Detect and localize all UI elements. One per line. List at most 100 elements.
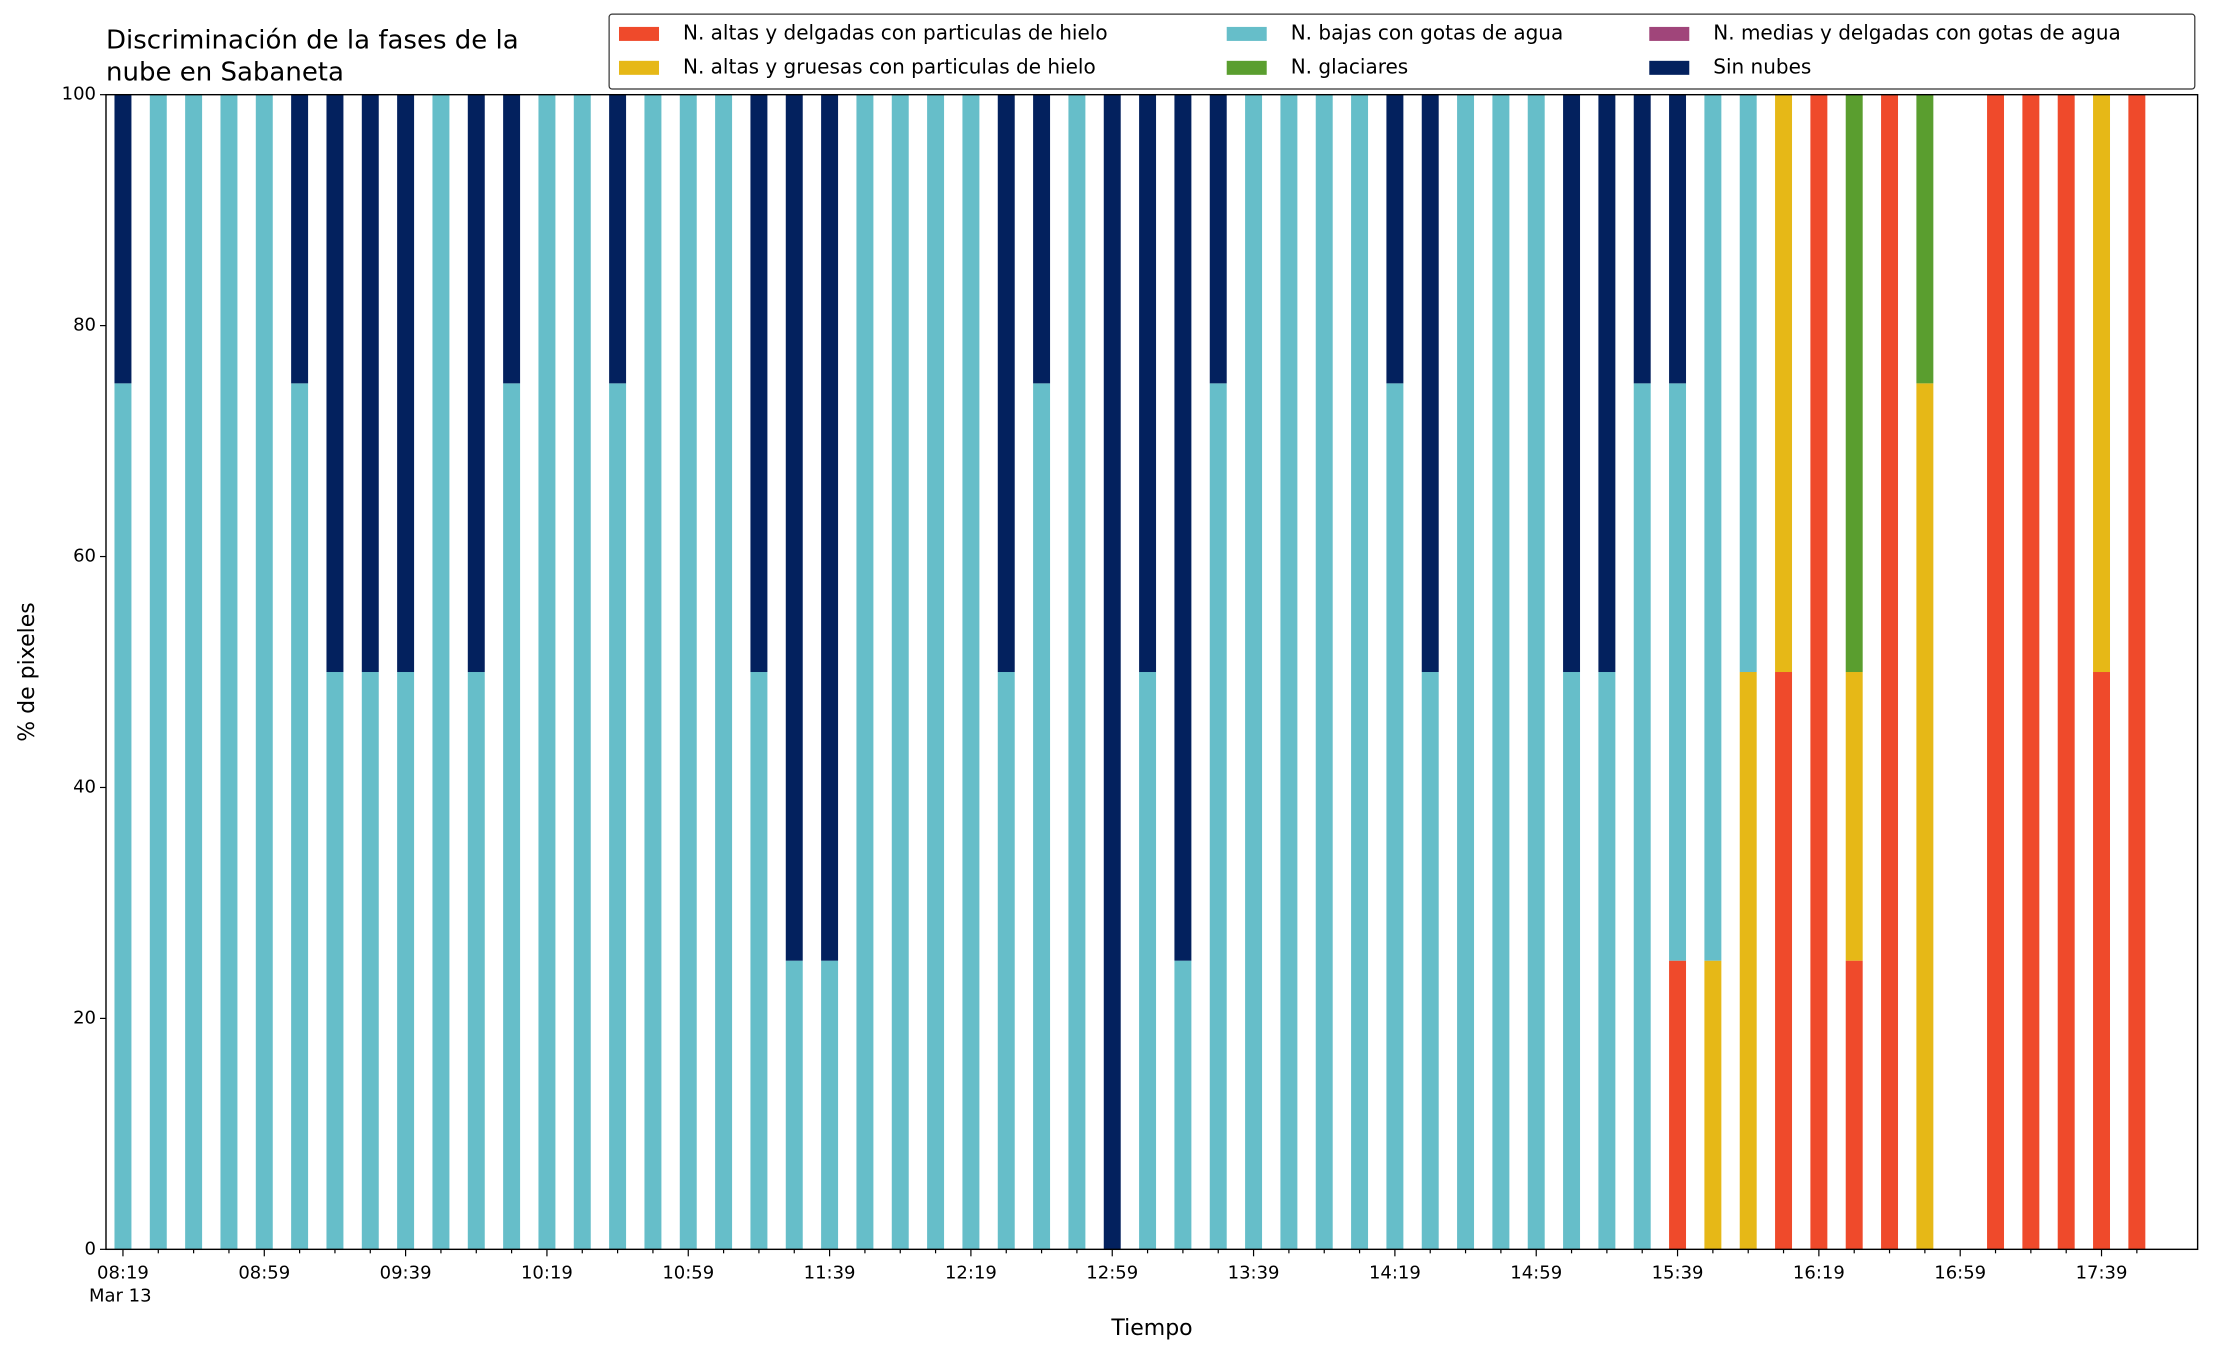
bar-segment xyxy=(1881,94,1899,1250)
legend-swatch xyxy=(1226,26,1267,41)
x-tick-label: 14:19 xyxy=(1369,1262,1421,1283)
bar-segment xyxy=(1351,94,1369,1250)
x-tick-label: 10:19 xyxy=(521,1262,573,1283)
bar-segment xyxy=(1633,94,1651,384)
bar-segment xyxy=(467,94,485,673)
plot-frame xyxy=(105,93,2199,1251)
x-tick-label: 08:19 xyxy=(97,1262,149,1283)
y-tick-label: 80 xyxy=(73,315,96,336)
bar-segment xyxy=(1845,672,1863,961)
bar-segment xyxy=(644,94,662,1250)
bar-segment xyxy=(2093,94,2111,673)
bar-segment xyxy=(1704,94,1722,961)
x-tick-label: 12:59 xyxy=(1086,1262,1138,1283)
y-tick-label: 0 xyxy=(85,1238,96,1259)
bar-segment xyxy=(785,94,803,961)
bar-segment xyxy=(573,94,591,1250)
x-tick-label: 11:39 xyxy=(804,1262,856,1283)
bar-segment xyxy=(1633,383,1651,1250)
legend-swatch xyxy=(1226,60,1267,75)
bar-segment xyxy=(1775,672,1793,1250)
bar-segment xyxy=(1315,94,1333,1250)
bar-segment xyxy=(1139,672,1157,1250)
chart-title: Discriminación de la fases de la xyxy=(106,26,519,56)
bar-segment xyxy=(1068,94,1086,1250)
x-tick-label: 13:39 xyxy=(1228,1262,1280,1283)
bar-segment xyxy=(114,383,132,1250)
x-tick-label: 08:59 xyxy=(238,1262,290,1283)
y-tick-label: 60 xyxy=(73,546,96,567)
legend-label: N. altas y delgadas con particulas de hi… xyxy=(683,20,1108,44)
x-tick-label: 16:19 xyxy=(1793,1262,1845,1283)
legend-swatch xyxy=(619,60,660,75)
bar-segment xyxy=(149,94,167,1250)
chart-title: nube en Sabaneta xyxy=(106,58,344,88)
legend-box xyxy=(608,13,2196,90)
bar-segment xyxy=(1810,94,1828,1250)
legend-label: Sin nubes xyxy=(1713,54,1811,78)
bar-segment xyxy=(1598,672,1616,1250)
bar-segment xyxy=(821,960,839,1250)
bar-segment xyxy=(1704,960,1722,1250)
bar-segment xyxy=(1916,94,1934,384)
bar-segment xyxy=(2022,94,2040,1250)
bar-segment xyxy=(1598,94,1616,673)
bar-segment xyxy=(1421,94,1439,673)
bar-segment xyxy=(750,94,768,673)
bar-segment xyxy=(2057,94,2075,1250)
x-tick-label: 16:59 xyxy=(1934,1262,1986,1283)
bar-segment xyxy=(503,94,521,384)
bar-segment xyxy=(361,94,379,673)
bar-segment xyxy=(1033,383,1051,1250)
y-tick-label: 20 xyxy=(73,1007,96,1028)
bar-segment xyxy=(538,94,556,1250)
x-tick-label: 14:59 xyxy=(1510,1262,1562,1283)
bar-segment xyxy=(1174,960,1192,1250)
bar-segment xyxy=(997,94,1015,673)
bar-segment xyxy=(1139,94,1157,673)
bar-segment xyxy=(1563,672,1581,1250)
bar-segment xyxy=(1280,94,1298,1250)
bar-segment xyxy=(1845,960,1863,1250)
bar-segment xyxy=(467,672,485,1250)
bar-segment xyxy=(114,94,132,384)
legend-label: N. medias y delgadas con gotas de agua xyxy=(1713,20,2121,44)
bar-segment xyxy=(1457,94,1475,1250)
bar-segment xyxy=(2093,672,2111,1250)
x-tick-label: 15:39 xyxy=(1652,1262,1704,1283)
bar-segment xyxy=(397,672,415,1250)
bar-segment xyxy=(609,94,627,384)
bar-segment xyxy=(609,383,627,1250)
bar-segment xyxy=(1669,383,1687,961)
bar-segment xyxy=(1209,94,1227,384)
bar-segment xyxy=(1739,672,1757,1250)
bar-segment xyxy=(185,94,203,1250)
bar-segment xyxy=(1209,383,1227,1250)
bar-segment xyxy=(503,383,521,1250)
bar-segment xyxy=(962,94,980,1250)
bar-segment xyxy=(1421,672,1439,1250)
y-axis-label: % de pixeles xyxy=(15,602,40,741)
bar-segment xyxy=(1987,94,2005,1250)
x-tick-label: 17:39 xyxy=(2076,1262,2128,1283)
bar-segment xyxy=(361,672,379,1250)
bar-segment xyxy=(326,672,344,1250)
bar-segment xyxy=(291,94,309,384)
bar-segment xyxy=(997,672,1015,1250)
x-tick-label: 09:39 xyxy=(380,1262,432,1283)
bar-segment xyxy=(891,94,909,1250)
bar-segment xyxy=(1174,94,1192,961)
bar-segment xyxy=(1527,94,1545,1250)
bar-segment xyxy=(1916,383,1934,1250)
bar-segment xyxy=(1739,94,1757,673)
legend-swatch xyxy=(1649,60,1690,75)
legend-label: N. altas y gruesas con particulas de hie… xyxy=(683,54,1096,78)
bar-segment xyxy=(1775,94,1793,673)
bar-segment xyxy=(1669,94,1687,384)
bar-segment xyxy=(1386,94,1404,384)
bar-segment xyxy=(397,94,415,673)
bar-segment xyxy=(1492,94,1510,1250)
bar-segment xyxy=(1845,94,1863,673)
bar-segment xyxy=(785,960,803,1250)
